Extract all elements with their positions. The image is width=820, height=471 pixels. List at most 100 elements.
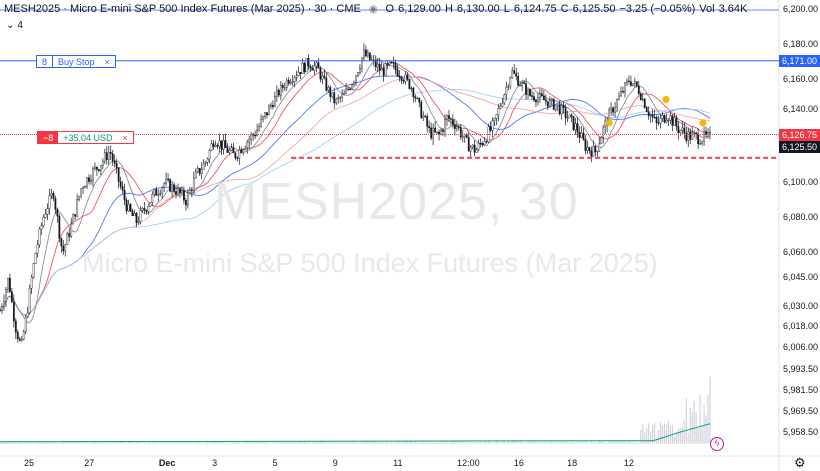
candle-body [477, 142, 480, 150]
candle-body [139, 210, 142, 222]
candle-body [299, 71, 302, 74]
candle-body [540, 93, 543, 97]
volume-bar [557, 441, 559, 444]
volume-bar [288, 441, 290, 444]
position-order[interactable]: −8 +35.04 USD × [37, 131, 134, 144]
candle-body [153, 189, 156, 195]
volume-bar [481, 442, 484, 444]
volume-bar [434, 442, 436, 444]
candle-body [507, 86, 510, 88]
volume-bar [367, 441, 369, 444]
volume-bar [701, 424, 703, 444]
volume-bar [220, 441, 223, 444]
candle-body [446, 115, 448, 120]
candle-body [519, 85, 522, 87]
volume-bar [5, 442, 7, 444]
alert-bolt-icon[interactable]: ϟ [710, 437, 724, 451]
volume-bar [527, 441, 529, 444]
volume-bar [169, 441, 171, 444]
candle-body [584, 138, 587, 151]
volume-bar [319, 441, 321, 444]
candle-body [675, 117, 678, 127]
volume-bar [503, 441, 505, 444]
volume-bar [410, 441, 412, 444]
volume-bar [100, 442, 102, 444]
buy-stop-close-icon[interactable]: × [104, 57, 110, 67]
symbol-legend: MESH2025 · Micro E-mini S&P 500 Index Fu… [4, 3, 747, 15]
candle-body [36, 244, 39, 254]
volume-bar [179, 441, 181, 444]
candle-body [22, 331, 25, 340]
candle-body [264, 112, 266, 117]
candle-body [119, 181, 122, 187]
buy-stop-qty: 8 [37, 56, 54, 67]
candle-body [218, 140, 221, 147]
watermark-description: Micro E-mini S&P 500 Index Futures (Mar … [82, 248, 658, 278]
volume-bar [38, 442, 41, 444]
moving-averages [0, 59, 711, 324]
volume-bar [165, 441, 167, 444]
symbol-title[interactable]: MESH2025 · Micro E-mini S&P 500 Index Fu… [4, 3, 361, 15]
volume-bar [673, 437, 676, 444]
volume-bar [163, 442, 165, 444]
indicators-toggle[interactable]: ⌄ 4 [6, 20, 23, 31]
volume-bar [693, 401, 695, 444]
candle-body [576, 123, 579, 133]
eye-icon[interactable]: ◉ [368, 3, 378, 15]
buy-stop-order[interactable]: 8 Buy Stop × [36, 55, 116, 68]
volume-bar [335, 441, 337, 444]
volume-bar [626, 442, 628, 444]
volume-bar [106, 442, 108, 444]
candle-body [56, 209, 59, 217]
volume-bar [300, 441, 302, 444]
volume-bar [369, 442, 371, 444]
gear-icon[interactable]: ⚙ [794, 455, 806, 470]
candle-body [325, 77, 328, 91]
candle-body [181, 190, 183, 194]
x-tick-label: 5 [272, 458, 278, 468]
volume-bar [218, 441, 221, 444]
volume-bar [361, 441, 363, 444]
candle-body [396, 69, 399, 77]
volume-ma-line [0, 423, 711, 443]
volume-bar [576, 441, 579, 444]
candle-body [665, 120, 668, 123]
volume-bar [691, 411, 693, 444]
candle-body [16, 332, 19, 340]
volume-bar [614, 441, 616, 444]
volume-bar [394, 442, 397, 444]
volume-bar [582, 442, 585, 444]
volume-value: 3.64K [718, 3, 748, 15]
volume-bar [315, 441, 318, 444]
volume-bar [420, 441, 422, 444]
candle-body [505, 86, 508, 95]
moving-average-line [0, 59, 711, 324]
position-close-icon[interactable]: × [122, 133, 128, 143]
volume-bar [203, 442, 205, 444]
candle-body [226, 147, 229, 153]
volume-bar [695, 412, 697, 444]
candle-body [412, 87, 415, 97]
candle-body [345, 88, 348, 94]
volume-bar [92, 440, 94, 444]
volume-bar [543, 442, 545, 444]
candle-body [101, 160, 104, 166]
candle-body [295, 75, 298, 78]
candle-body [291, 81, 294, 83]
candle-body [402, 80, 405, 82]
volume-bar [205, 441, 207, 444]
volume-bar [246, 442, 248, 444]
candle-body [535, 99, 537, 103]
candle-body [194, 171, 197, 179]
volume-bar [224, 442, 227, 444]
volume-bar [450, 441, 452, 444]
candle-body [285, 79, 288, 88]
candle-body [165, 178, 168, 184]
candle-body [20, 338, 23, 341]
y-tick-label: 6,100.00 [783, 177, 819, 187]
volume-bar [311, 442, 314, 444]
y-tick-label: 5,993.50 [783, 364, 819, 374]
volume-bar [70, 442, 72, 444]
candle-body [183, 190, 185, 201]
